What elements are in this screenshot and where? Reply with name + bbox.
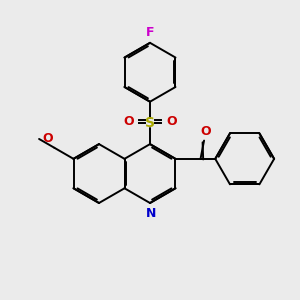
Text: S: S (145, 116, 155, 130)
Text: N: N (146, 207, 157, 220)
Text: O: O (167, 115, 177, 128)
Text: F: F (146, 26, 154, 39)
Text: O: O (123, 115, 134, 128)
Text: O: O (42, 132, 53, 146)
Text: O: O (200, 124, 211, 138)
